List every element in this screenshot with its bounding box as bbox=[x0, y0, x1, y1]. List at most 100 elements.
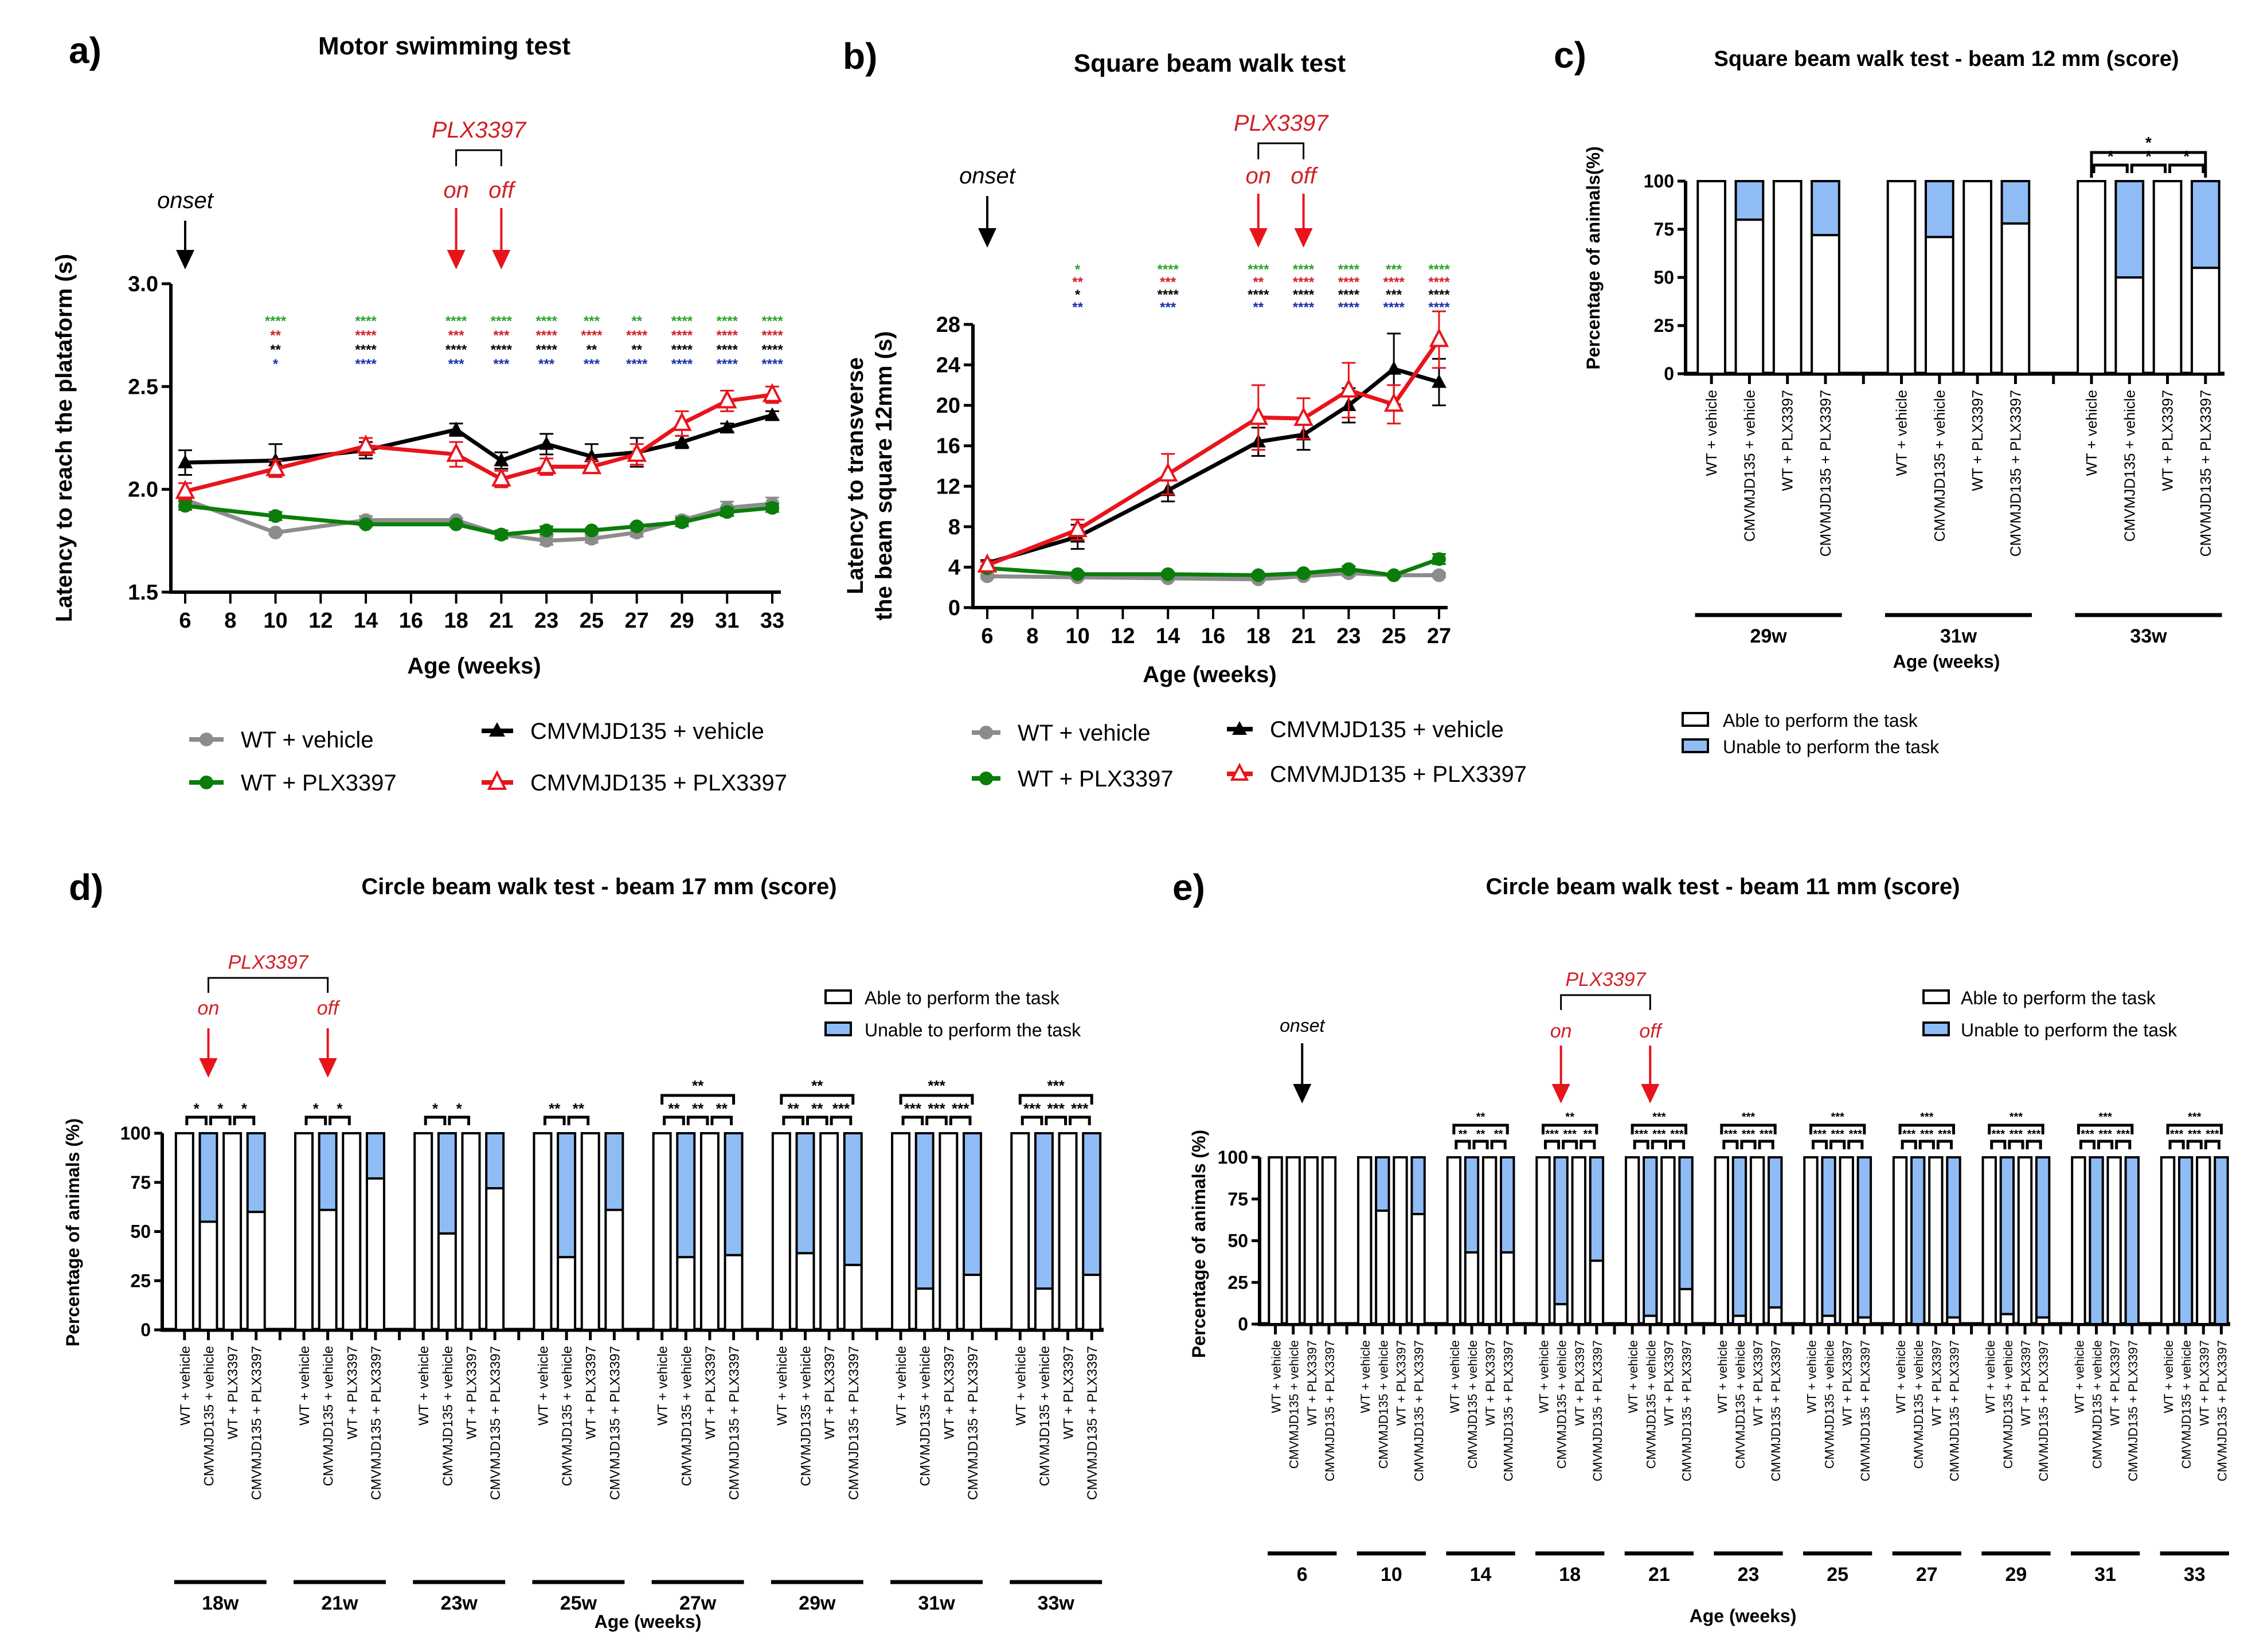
significance-bracket bbox=[949, 1115, 972, 1125]
significance-stars: *** bbox=[584, 357, 600, 372]
x-tick-label: 27 bbox=[625, 609, 649, 633]
category-label: WT + vehicle bbox=[2083, 390, 2100, 476]
x-tick-label: 12 bbox=[308, 609, 333, 633]
category-label: CMVMJD135 + PLX3397 bbox=[1858, 1340, 1872, 1481]
significance-bracket bbox=[1758, 1140, 1774, 1149]
category-label: CMVMJD135 + PLX3397 bbox=[2036, 1340, 2051, 1481]
category-label: WT + PLX3397 bbox=[1840, 1340, 1855, 1426]
data-point bbox=[494, 527, 509, 542]
significance-stars: *** bbox=[1670, 1128, 1684, 1141]
bar-segment-able bbox=[1554, 1304, 1567, 1324]
data-point bbox=[1383, 393, 1404, 412]
category-label: CMVMJD135 + PLX3397 bbox=[2197, 390, 2214, 557]
significance-bracket bbox=[209, 1115, 232, 1125]
drug-label: PLX3397 bbox=[1234, 111, 1329, 136]
significance-stars: **** bbox=[761, 328, 783, 343]
legend-marker-triangle-icon bbox=[1232, 721, 1247, 735]
bar-segment-unable bbox=[200, 1133, 217, 1222]
significance-bracket bbox=[1722, 1140, 1739, 1149]
significance-stars: **** bbox=[1158, 262, 1179, 277]
data-point bbox=[717, 389, 737, 409]
significance-stars: **** bbox=[1338, 287, 1360, 303]
data-point bbox=[1161, 567, 1175, 581]
category-label: CMVMJD135 + vehicle bbox=[440, 1346, 456, 1486]
data-point bbox=[1070, 567, 1085, 581]
significance-stars: **** bbox=[1293, 262, 1315, 277]
drug-label: PLX3397 bbox=[432, 118, 527, 143]
bar-segment-able bbox=[677, 1257, 695, 1330]
category-label: WT + PLX3397 bbox=[1394, 1340, 1408, 1426]
category-label: CMVMJD135 + vehicle bbox=[918, 1346, 933, 1486]
x-tick-label: 6 bbox=[179, 609, 191, 633]
significance-stars: **** bbox=[491, 314, 513, 329]
significance-stars: **** bbox=[1248, 287, 1269, 303]
significance-bracket bbox=[925, 1115, 948, 1125]
bar-segment-able bbox=[1661, 1157, 1675, 1324]
y-tick-label: 50 bbox=[1653, 267, 1674, 288]
data-point bbox=[720, 420, 735, 434]
bar-segment-unable bbox=[1679, 1157, 1692, 1289]
bar-segment-unable bbox=[1925, 181, 1953, 237]
y-tick-label: 50 bbox=[1227, 1231, 1248, 1251]
category-label: CMVMJD135 + vehicle bbox=[1931, 390, 1948, 542]
data-point bbox=[765, 500, 779, 515]
significance-stars: *** bbox=[1760, 1128, 1773, 1141]
bar-segment-able bbox=[1358, 1157, 1371, 1324]
data-point bbox=[446, 443, 466, 462]
category-label: CMVMJD135 + vehicle bbox=[1911, 1340, 1926, 1469]
bar-segment-able bbox=[1625, 1157, 1639, 1324]
significance-bracket bbox=[1829, 1140, 1846, 1149]
significance-stars: * bbox=[337, 1100, 343, 1117]
significance-stars: *** bbox=[2009, 1111, 2023, 1123]
off-label: off bbox=[317, 997, 341, 1019]
bar-segment-unable bbox=[247, 1133, 265, 1212]
significance-stars: ** bbox=[549, 1100, 561, 1117]
bar-segment-unable bbox=[1554, 1157, 1567, 1305]
bar-segment-able bbox=[462, 1133, 480, 1330]
significance-stars: **** bbox=[581, 328, 603, 343]
data-point bbox=[1248, 405, 1269, 425]
bar-segment-unable bbox=[2179, 1157, 2192, 1324]
category-label: CMVMJD135 + vehicle bbox=[2121, 390, 2138, 542]
significance-stars: *** bbox=[1920, 1128, 1934, 1141]
bar-segment-able bbox=[2078, 181, 2105, 374]
significance-stars: ** bbox=[811, 1077, 823, 1094]
significance-stars: **** bbox=[671, 342, 693, 358]
bar-segment-able bbox=[1537, 1157, 1550, 1324]
category-label: WT + PLX3397 bbox=[2159, 390, 2176, 491]
panel-e: e) Circle beam walk test - beam 11 mm (s… bbox=[1172, 867, 2230, 1626]
x-tick-label: 12 bbox=[1111, 624, 1135, 648]
bar-segment-able bbox=[1465, 1252, 1479, 1324]
significance-bracket bbox=[663, 1115, 685, 1125]
bar-segment-able bbox=[1887, 181, 1915, 374]
data-point bbox=[1296, 566, 1311, 581]
bar-segment-able bbox=[725, 1255, 742, 1330]
category-label: WT + PLX3397 bbox=[1969, 390, 1986, 491]
bar-segment-able bbox=[1035, 1288, 1053, 1330]
y-axis-label-c: Percentage of animals(%) bbox=[1583, 146, 1604, 369]
significance-stars: *** bbox=[1813, 1128, 1827, 1141]
category-label: WT + vehicle bbox=[1893, 390, 1910, 476]
category-label: CMVMJD135 + vehicle bbox=[1287, 1340, 1301, 1469]
bar-segment-able bbox=[2072, 1157, 2085, 1324]
data-point bbox=[265, 457, 286, 476]
category-label: WT + PLX3397 bbox=[584, 1346, 599, 1439]
bar-segment-able bbox=[1572, 1157, 1585, 1324]
y-tick-label: 20 bbox=[936, 394, 960, 418]
legend-label-cmv-vehicle: CMVMJD135 + vehicle bbox=[530, 719, 764, 744]
data-point bbox=[1293, 406, 1313, 426]
category-label: WT + PLX3397 bbox=[703, 1346, 718, 1439]
onset-arrow-icon bbox=[978, 228, 996, 248]
significance-stars: ** bbox=[631, 342, 642, 358]
series-line-2 bbox=[987, 557, 1440, 578]
significance-bracket bbox=[2026, 1140, 2042, 1149]
x-axis-label-a: Age (weeks) bbox=[407, 653, 541, 679]
significance-bracket-overall bbox=[1631, 1123, 1688, 1134]
y-tick-label: 2.0 bbox=[128, 478, 158, 502]
significance-stars: *** bbox=[1902, 1128, 1916, 1141]
data-point bbox=[627, 443, 647, 462]
y-tick-label: 0 bbox=[948, 596, 960, 620]
y-tick-label: 8 bbox=[948, 515, 960, 539]
significance-stars: *** bbox=[928, 1077, 945, 1094]
significance-bracket bbox=[830, 1115, 853, 1125]
